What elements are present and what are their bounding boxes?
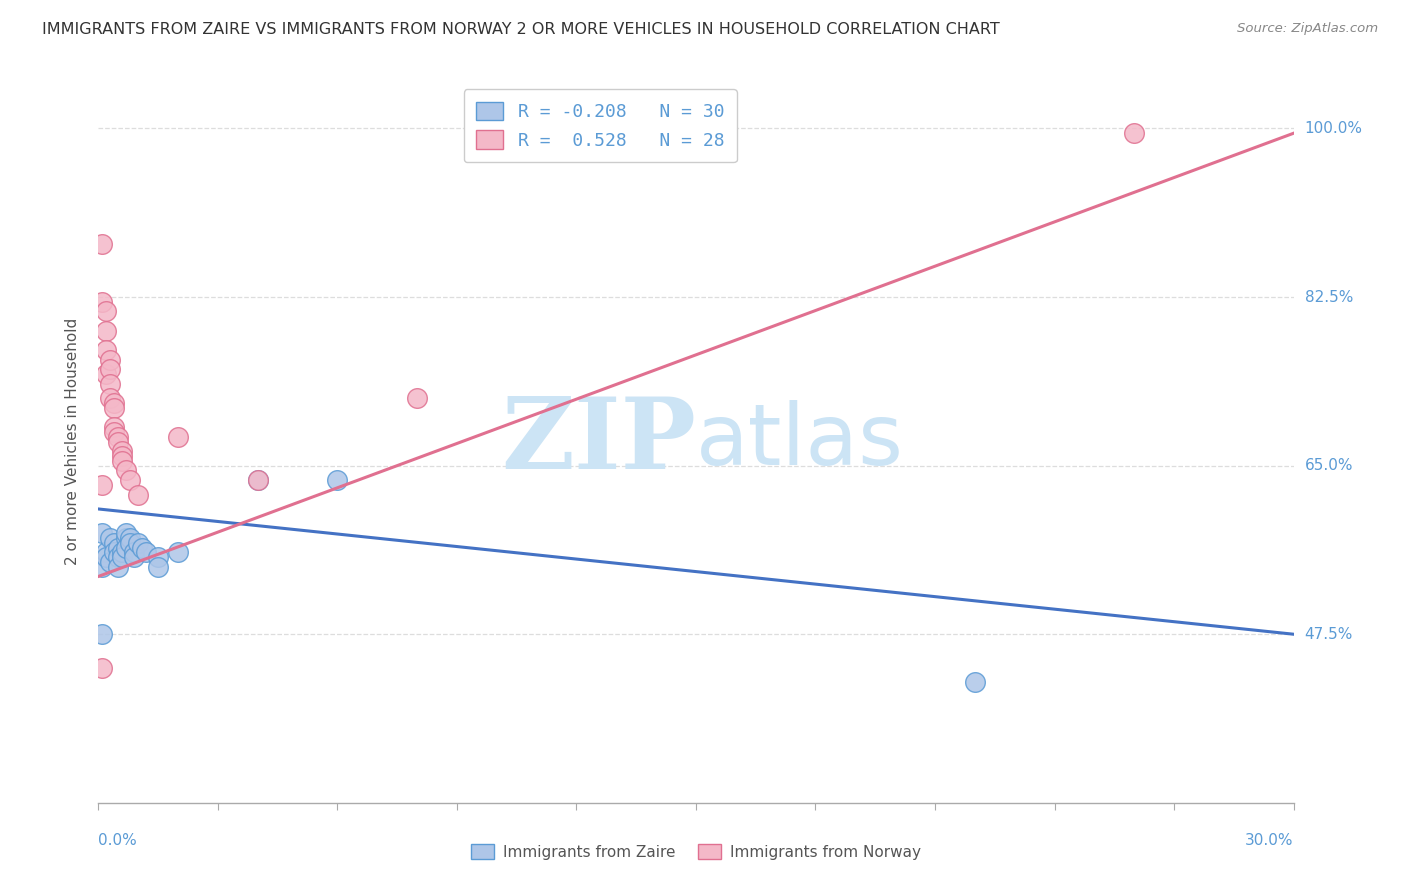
Point bbox=[107, 550, 129, 565]
Point bbox=[107, 434, 129, 449]
Point bbox=[103, 420, 125, 434]
Text: atlas: atlas bbox=[696, 400, 904, 483]
Point bbox=[91, 294, 114, 309]
Point bbox=[167, 545, 190, 559]
Point bbox=[120, 473, 142, 487]
Point bbox=[98, 352, 122, 367]
Point bbox=[98, 376, 122, 391]
Point bbox=[107, 541, 129, 555]
Point bbox=[127, 487, 149, 501]
Point bbox=[131, 541, 153, 555]
Text: 100.0%: 100.0% bbox=[1305, 121, 1362, 136]
Point bbox=[124, 545, 146, 559]
Point bbox=[96, 304, 118, 318]
Point bbox=[91, 661, 114, 675]
Point bbox=[148, 559, 170, 574]
Point bbox=[91, 478, 114, 492]
Point bbox=[103, 425, 125, 439]
Point bbox=[96, 545, 118, 559]
Point bbox=[963, 675, 986, 690]
Text: IMMIGRANTS FROM ZAIRE VS IMMIGRANTS FROM NORWAY 2 OR MORE VEHICLES IN HOUSEHOLD : IMMIGRANTS FROM ZAIRE VS IMMIGRANTS FROM… bbox=[42, 22, 1000, 37]
Point bbox=[135, 545, 157, 559]
Point bbox=[120, 535, 142, 549]
Point bbox=[115, 463, 138, 477]
Point bbox=[98, 555, 122, 569]
Point bbox=[103, 535, 125, 549]
Point bbox=[98, 531, 122, 545]
Point bbox=[91, 237, 114, 252]
Point bbox=[96, 343, 118, 357]
Point bbox=[96, 367, 118, 381]
Text: 47.5%: 47.5% bbox=[1305, 627, 1353, 641]
Point bbox=[127, 535, 149, 549]
Text: 65.0%: 65.0% bbox=[1305, 458, 1353, 473]
Text: ZIP: ZIP bbox=[501, 393, 696, 490]
Point bbox=[103, 396, 125, 410]
Point bbox=[91, 526, 114, 541]
Point bbox=[111, 545, 134, 559]
Point bbox=[96, 550, 118, 565]
Point bbox=[111, 449, 134, 463]
Point bbox=[111, 550, 134, 565]
Point bbox=[406, 391, 429, 405]
Point bbox=[111, 444, 134, 458]
Point bbox=[120, 531, 142, 545]
Point bbox=[98, 362, 122, 376]
Point bbox=[91, 559, 114, 574]
Point bbox=[107, 559, 129, 574]
Point bbox=[91, 627, 114, 641]
Text: 0.0%: 0.0% bbox=[98, 833, 138, 848]
Point bbox=[115, 541, 138, 555]
Y-axis label: 2 or more Vehicles in Household: 2 or more Vehicles in Household bbox=[65, 318, 80, 566]
Point bbox=[124, 550, 146, 565]
Point bbox=[246, 473, 269, 487]
Point bbox=[103, 401, 125, 415]
Point bbox=[1123, 126, 1146, 140]
Point bbox=[115, 526, 138, 541]
Point bbox=[98, 391, 122, 405]
Point bbox=[326, 473, 349, 487]
Point bbox=[107, 430, 129, 444]
Point bbox=[96, 324, 118, 338]
Point bbox=[167, 430, 190, 444]
Point bbox=[111, 454, 134, 468]
Point bbox=[103, 545, 125, 559]
Text: Source: ZipAtlas.com: Source: ZipAtlas.com bbox=[1237, 22, 1378, 36]
Text: 30.0%: 30.0% bbox=[1246, 833, 1294, 848]
Text: 82.5%: 82.5% bbox=[1305, 290, 1353, 304]
Point bbox=[115, 531, 138, 545]
Point bbox=[246, 473, 269, 487]
Point bbox=[148, 550, 170, 565]
Legend: Immigrants from Zaire, Immigrants from Norway: Immigrants from Zaire, Immigrants from N… bbox=[463, 836, 929, 867]
